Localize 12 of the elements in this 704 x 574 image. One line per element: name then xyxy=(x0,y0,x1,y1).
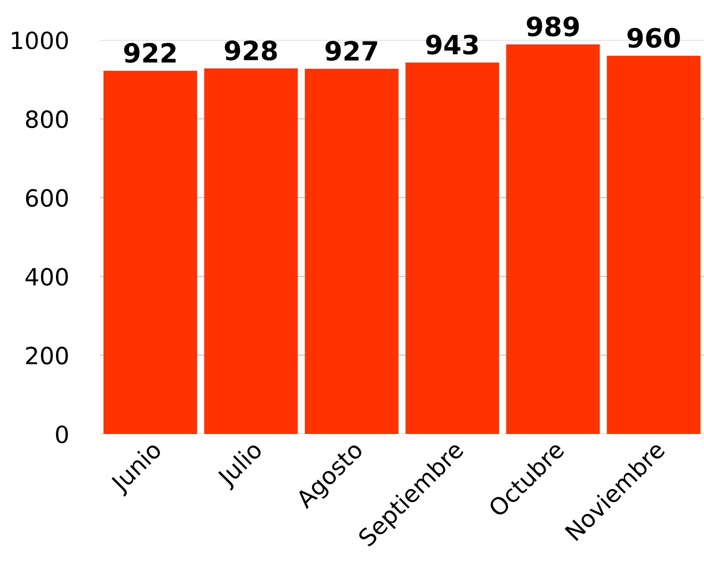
data-label: 989 xyxy=(526,16,579,36)
y-tick-label: 200 xyxy=(26,346,68,365)
y-tick-label: 600 xyxy=(26,189,68,207)
data-label: 943 xyxy=(426,34,478,55)
data-label: 960 xyxy=(627,28,680,48)
data-label: 928 xyxy=(224,40,277,60)
y-tick-label: 800 xyxy=(26,110,68,128)
data-label: 927 xyxy=(325,40,378,61)
y-tick-label: 1000 xyxy=(12,31,68,50)
y-tick-label: 0 xyxy=(56,425,68,444)
data-label: 922 xyxy=(124,42,176,63)
y-tick-label: 400 xyxy=(26,268,68,286)
